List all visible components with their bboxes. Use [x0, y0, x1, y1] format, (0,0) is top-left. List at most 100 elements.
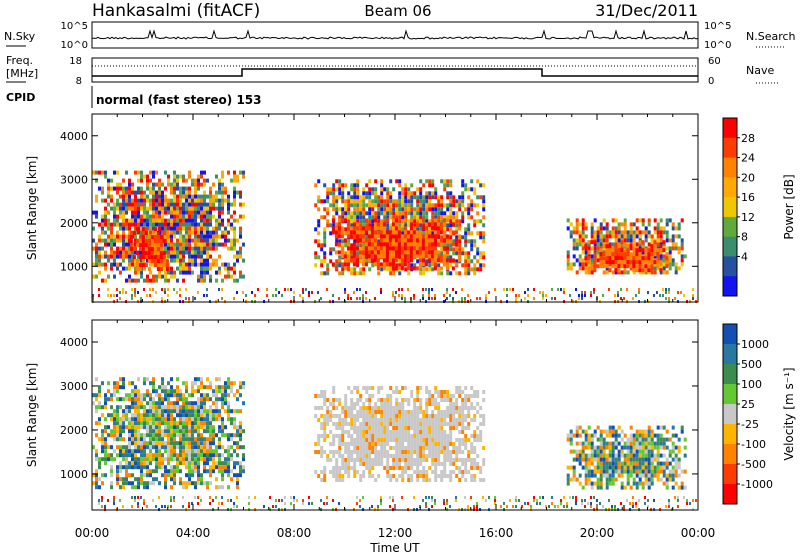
power-cell [668, 246, 672, 251]
velocity-cell [125, 393, 128, 398]
power-cell [131, 250, 134, 255]
power-cell [137, 170, 140, 175]
power-cell [371, 199, 375, 204]
velocity-cell [176, 425, 179, 430]
power-cell [140, 202, 143, 207]
velocity-cell [353, 442, 357, 446]
velocity-cell [335, 434, 339, 438]
power-cell [340, 254, 344, 259]
power-cell [122, 234, 125, 239]
velocity-cell [179, 425, 182, 430]
velocity-cell [407, 414, 411, 418]
power-cell [153, 243, 157, 248]
power-cell [668, 238, 672, 243]
velocity-cell [161, 417, 164, 422]
power-cell [380, 183, 384, 188]
power-cell [343, 262, 347, 267]
power-cell [116, 238, 119, 243]
velocity-cell [353, 438, 357, 442]
velocity-cell [152, 421, 155, 426]
velocity-cell [359, 394, 363, 398]
power-cell [584, 262, 588, 267]
power-cell [218, 206, 221, 211]
velocity-cell [395, 386, 399, 390]
power-cell [683, 294, 685, 297]
velocity-cell [170, 433, 173, 438]
velocity-cell [365, 442, 369, 446]
velocity-cell [182, 421, 185, 426]
velocity-cell [425, 402, 429, 406]
velocity-cell [428, 446, 432, 450]
power-cell [380, 219, 384, 224]
velocity-cell [401, 402, 405, 406]
power-cell [662, 248, 666, 253]
power-cell [176, 214, 179, 219]
power-cell [433, 218, 437, 223]
power-cell [602, 246, 606, 251]
velocity-cell [152, 453, 155, 458]
power-cell [155, 190, 158, 195]
velocity-cell [125, 469, 128, 474]
power-cell [92, 246, 95, 251]
velocity-cell [446, 410, 450, 414]
power-cell [584, 234, 588, 239]
power-cell [394, 242, 398, 247]
power-cell [455, 235, 459, 240]
velocity-cell [386, 466, 390, 470]
power-cell [155, 198, 158, 203]
power-cell [464, 207, 468, 212]
power-cell [134, 218, 137, 223]
power-cell [353, 271, 357, 276]
power-cell [403, 242, 407, 247]
power-cell [239, 254, 242, 259]
velocity-cell [131, 437, 134, 442]
velocity-cell [422, 470, 426, 474]
power-cell [442, 246, 446, 251]
power-cell [185, 250, 188, 255]
power-cell [170, 186, 173, 191]
velocity-cell [161, 441, 164, 446]
power-cell [403, 254, 407, 259]
power-cell [153, 259, 157, 264]
power-cell [671, 222, 675, 227]
velocity-cell [191, 433, 194, 438]
velocity-cell [440, 394, 444, 398]
power-cell [374, 297, 376, 300]
power-cell [398, 288, 400, 291]
velocity-cell [332, 434, 336, 438]
velocity-cell [209, 397, 212, 402]
velocity-cell [350, 438, 354, 442]
power-cell [454, 242, 458, 247]
power-cell [454, 230, 458, 235]
velocity-cell [368, 430, 372, 434]
velocity-cell [131, 401, 134, 406]
power-cell [578, 222, 582, 227]
velocity-cell [335, 426, 339, 430]
power-cell [350, 199, 354, 204]
velocity-cell [353, 422, 357, 426]
power-cell [424, 230, 428, 235]
power-cell [445, 250, 449, 255]
power-cell [674, 270, 678, 275]
velocity-cell [167, 457, 170, 462]
velocity-cell [179, 429, 182, 434]
power-cell [575, 222, 579, 227]
power-cell [340, 262, 344, 267]
power-cell [638, 270, 642, 275]
velocity-cell [122, 457, 125, 462]
power-cell [161, 182, 164, 187]
velocity-cell [434, 446, 438, 450]
power-cell [140, 194, 143, 199]
velocity-cell [116, 425, 119, 430]
power-cell [209, 186, 212, 191]
power-cell [218, 214, 221, 219]
power-cell [412, 250, 416, 255]
power-cell [125, 291, 127, 294]
power-cell [461, 179, 465, 184]
power-cell [221, 297, 223, 300]
power-cell [122, 226, 125, 231]
power-cell [332, 195, 336, 200]
power-cell [677, 291, 679, 294]
velocity-cell [173, 421, 176, 426]
velocity-cell [179, 437, 182, 442]
